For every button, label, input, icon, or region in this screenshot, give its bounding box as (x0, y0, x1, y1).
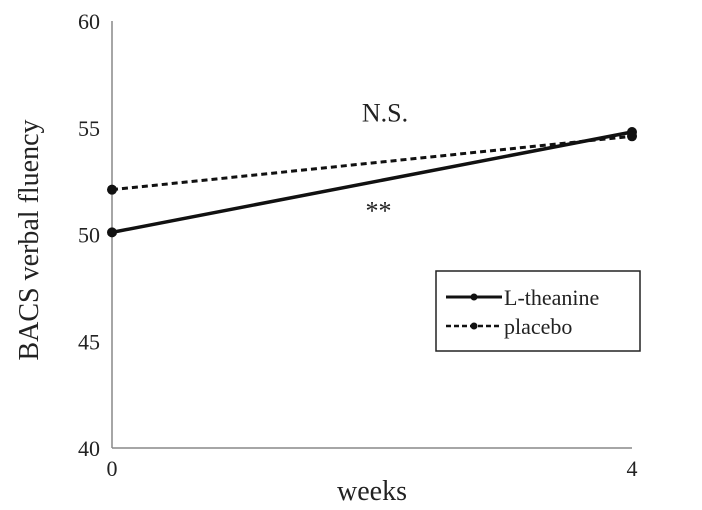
y-tick-label: 45 (78, 329, 100, 354)
legend-box (435, 270, 641, 352)
y-tick-labels: 40 45 50 55 60 (78, 9, 100, 461)
legend-label-l-theanine: L-theanine (504, 285, 599, 310)
x-tick-label: 0 (107, 456, 118, 481)
y-tick-label: 55 (78, 116, 100, 141)
series-group (107, 127, 637, 238)
y-tick-label: 60 (78, 9, 100, 34)
annotations: N.S. ** (362, 98, 408, 225)
x-tick-label: 4 (627, 456, 638, 481)
axes (111, 21, 632, 449)
y-tick-label: 50 (78, 223, 100, 248)
series-line-l-theanine (111, 130, 633, 235)
x-axis-title: weeks (337, 476, 407, 507)
y-tick-label: 40 (78, 436, 100, 461)
y-axis-title: BACS verbal fluency (14, 119, 45, 360)
data-point-placebo (627, 131, 637, 142)
legend-marker-l-theanine (470, 293, 478, 301)
legend-marker-placebo (470, 322, 478, 330)
legend: L-theanine placebo (435, 270, 641, 352)
series-line-placebo (111, 134, 633, 192)
annotation-label: N.S. (362, 98, 408, 127)
legend-label-placebo: placebo (504, 314, 572, 339)
data-point-l-theanine (107, 227, 117, 238)
annotation-label: ** (366, 197, 392, 226)
data-point-placebo (107, 184, 117, 195)
